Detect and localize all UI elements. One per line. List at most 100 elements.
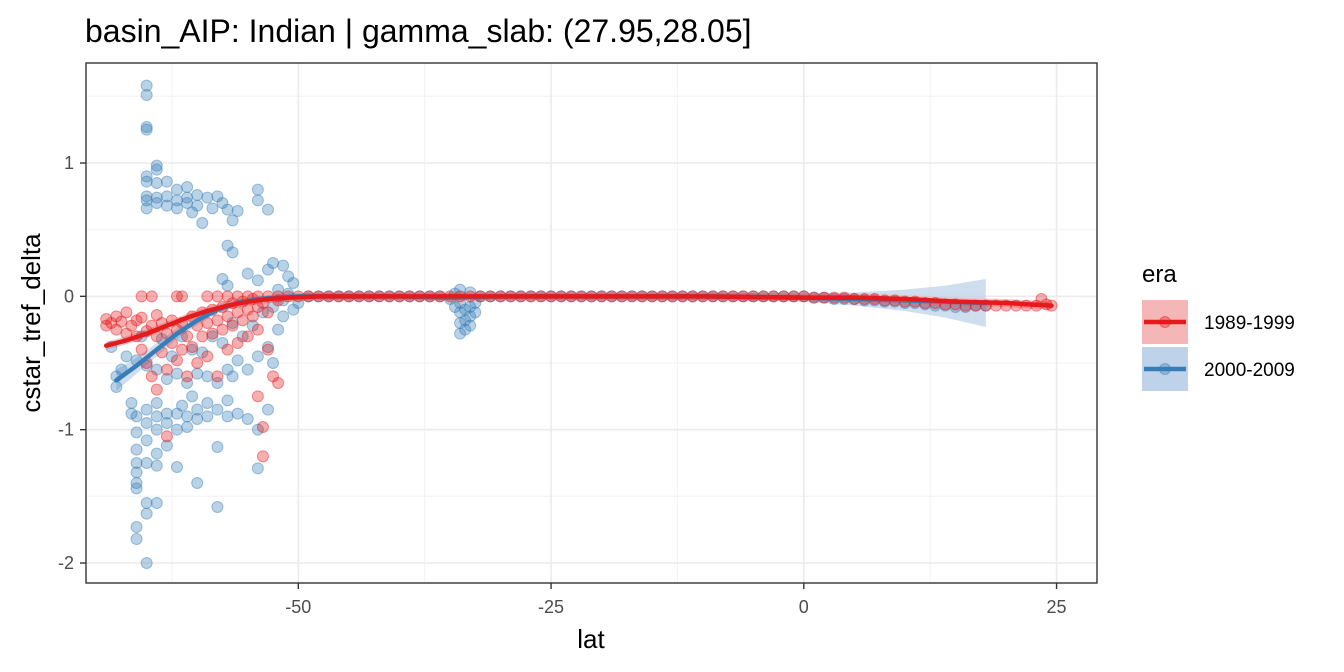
data-point bbox=[181, 410, 194, 423]
data-point bbox=[246, 319, 259, 332]
data-point bbox=[150, 447, 163, 460]
data-point bbox=[221, 410, 234, 423]
data-point bbox=[140, 79, 153, 92]
data-point bbox=[150, 363, 163, 376]
data-point bbox=[130, 521, 143, 533]
data-point bbox=[160, 439, 173, 452]
data-point bbox=[150, 177, 163, 189]
data-point bbox=[140, 121, 153, 133]
data-point bbox=[211, 377, 224, 389]
data-point bbox=[176, 399, 189, 412]
legend-key-point bbox=[1159, 363, 1171, 375]
data-point bbox=[454, 327, 467, 340]
data-point bbox=[130, 477, 143, 489]
data-point bbox=[100, 319, 113, 332]
data-point bbox=[251, 194, 264, 207]
data-point bbox=[216, 273, 229, 285]
data-point bbox=[201, 191, 214, 204]
data-point bbox=[206, 330, 219, 343]
trend-line bbox=[103, 294, 1054, 348]
data-point bbox=[170, 461, 183, 473]
data-point bbox=[130, 457, 143, 469]
data-point bbox=[160, 199, 173, 212]
data-point bbox=[241, 267, 254, 280]
data-point bbox=[201, 350, 214, 363]
data-point bbox=[251, 462, 264, 475]
data-point bbox=[464, 310, 477, 323]
data-point bbox=[221, 394, 234, 407]
data-point bbox=[226, 319, 239, 332]
data-point bbox=[150, 309, 163, 321]
data-point bbox=[181, 377, 194, 389]
data-point bbox=[277, 310, 290, 323]
data-point bbox=[181, 370, 194, 383]
data-point bbox=[160, 430, 173, 443]
data-point bbox=[150, 459, 163, 472]
data-point bbox=[459, 323, 472, 336]
y-tick-label: 1 bbox=[64, 153, 74, 173]
x-axis: -50 -25 0 25 bbox=[285, 583, 1067, 617]
data-point bbox=[140, 190, 153, 203]
data-point bbox=[140, 403, 153, 416]
data-point bbox=[165, 350, 178, 363]
legend-item: 2000-2009 bbox=[1142, 347, 1295, 391]
data-point bbox=[251, 183, 264, 196]
data-point bbox=[231, 306, 244, 319]
data-point bbox=[150, 191, 163, 204]
data-point bbox=[236, 330, 249, 343]
data-point bbox=[469, 306, 482, 319]
data-point bbox=[211, 290, 224, 303]
data-point bbox=[130, 466, 143, 479]
data-point bbox=[186, 390, 199, 403]
data-point bbox=[140, 557, 153, 569]
confidence-ribbon bbox=[106, 292, 1052, 350]
plot-panel bbox=[85, 62, 1098, 584]
data-point bbox=[201, 290, 214, 303]
data-point bbox=[191, 413, 204, 425]
data-point bbox=[115, 315, 128, 328]
data-point bbox=[226, 370, 239, 383]
x-tick-label: 25 bbox=[1047, 597, 1067, 617]
data-point bbox=[454, 317, 467, 329]
data-point bbox=[221, 279, 234, 292]
data-point bbox=[170, 354, 183, 367]
data-point bbox=[282, 270, 295, 283]
data-point bbox=[267, 301, 280, 313]
data-point bbox=[272, 377, 285, 389]
data-point bbox=[256, 450, 269, 463]
data-point bbox=[241, 363, 254, 376]
legend-key-point bbox=[1159, 316, 1171, 328]
data-point bbox=[211, 501, 224, 513]
data-point bbox=[191, 403, 204, 416]
data-point bbox=[160, 175, 173, 188]
data-point bbox=[160, 190, 173, 203]
data-point bbox=[206, 202, 219, 215]
data-point bbox=[130, 410, 143, 423]
legend-label: 1989-1999 bbox=[1204, 313, 1295, 334]
data-point bbox=[231, 407, 244, 420]
data-point bbox=[221, 290, 234, 303]
data-point bbox=[221, 343, 234, 356]
data-point bbox=[211, 403, 224, 416]
data-point bbox=[150, 423, 163, 436]
data-point bbox=[287, 277, 300, 289]
data-point bbox=[150, 497, 163, 509]
data-point bbox=[206, 327, 219, 340]
data-point bbox=[231, 337, 244, 349]
data-point bbox=[221, 203, 234, 216]
y-tick-label: 0 bbox=[64, 286, 74, 306]
data-point bbox=[449, 301, 462, 313]
data-point bbox=[170, 407, 183, 420]
data-point bbox=[216, 323, 229, 336]
data-point bbox=[261, 341, 274, 353]
data-point bbox=[130, 426, 143, 439]
data-points bbox=[100, 79, 1058, 569]
data-point bbox=[186, 341, 199, 353]
y-tick-label: -1 bbox=[58, 420, 74, 440]
x-axis-title: lat bbox=[577, 624, 605, 654]
data-point bbox=[130, 314, 143, 327]
data-point bbox=[267, 370, 280, 383]
data-point bbox=[181, 191, 194, 204]
data-point bbox=[272, 283, 285, 296]
